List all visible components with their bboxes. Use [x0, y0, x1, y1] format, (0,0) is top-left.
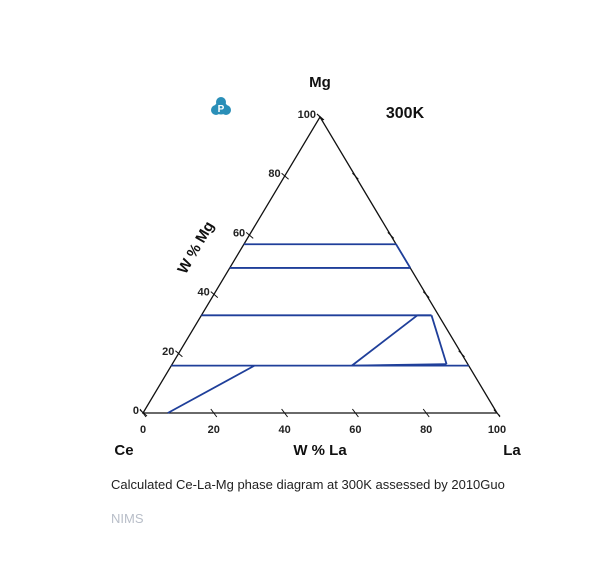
tick-mark: [175, 350, 183, 358]
phase-boundary-line: [351, 314, 418, 367]
tick-mark: [281, 172, 289, 180]
tick-mark: [422, 408, 430, 418]
phase-boundary-line: [395, 243, 412, 269]
logo-icon: P: [211, 97, 231, 115]
mg-axis-title: W % Mg: [174, 219, 217, 277]
tick-mark: [281, 408, 289, 418]
tick-mark: [387, 232, 395, 239]
phase-boundary-line: [351, 363, 447, 367]
source-label: NIMS: [111, 511, 144, 526]
corner-label-ce: Ce: [114, 442, 133, 459]
tick-mark: [422, 291, 430, 298]
tick-mark: [493, 408, 501, 418]
phase-boundary-line: [430, 315, 448, 365]
x-tick-label: 100: [488, 424, 506, 436]
mg-tick-label: 100: [298, 109, 316, 121]
tick-mark: [316, 113, 324, 121]
corner-label-mg: Mg: [309, 74, 331, 91]
tick-mark: [458, 350, 465, 358]
x-tick-label: 40: [278, 424, 290, 436]
mg-tick-label: 0: [133, 405, 139, 417]
logo-letter: P: [218, 104, 225, 115]
x-axis-title: W % La: [293, 442, 347, 459]
x-tick-label: 0: [140, 424, 146, 436]
corner-label-la: La: [503, 442, 521, 459]
tick-marks: [139, 113, 501, 418]
mg-tick-label: 60: [233, 227, 245, 239]
phase-boundary-lines: [167, 243, 469, 414]
figure-caption: Calculated Ce-La-Mg phase diagram at 300…: [111, 477, 505, 492]
tick-mark: [352, 172, 359, 180]
x-tick-label: 60: [349, 424, 361, 436]
phase-boundary-line: [167, 364, 255, 414]
tick-mark: [139, 409, 148, 417]
mg-tick-label: 20: [162, 346, 174, 358]
temperature-label: 300K: [386, 105, 425, 122]
tick-mark: [351, 408, 359, 418]
tick-mark: [210, 408, 218, 418]
tick-mark: [245, 232, 254, 239]
mg-tick-label: 80: [268, 168, 280, 180]
triangle-frame: [141, 115, 499, 414]
x-tick-label: 80: [420, 424, 432, 436]
tick-mark: [210, 291, 219, 298]
mg-tick-label: 40: [198, 287, 210, 299]
x-tick-label: 20: [208, 424, 220, 436]
